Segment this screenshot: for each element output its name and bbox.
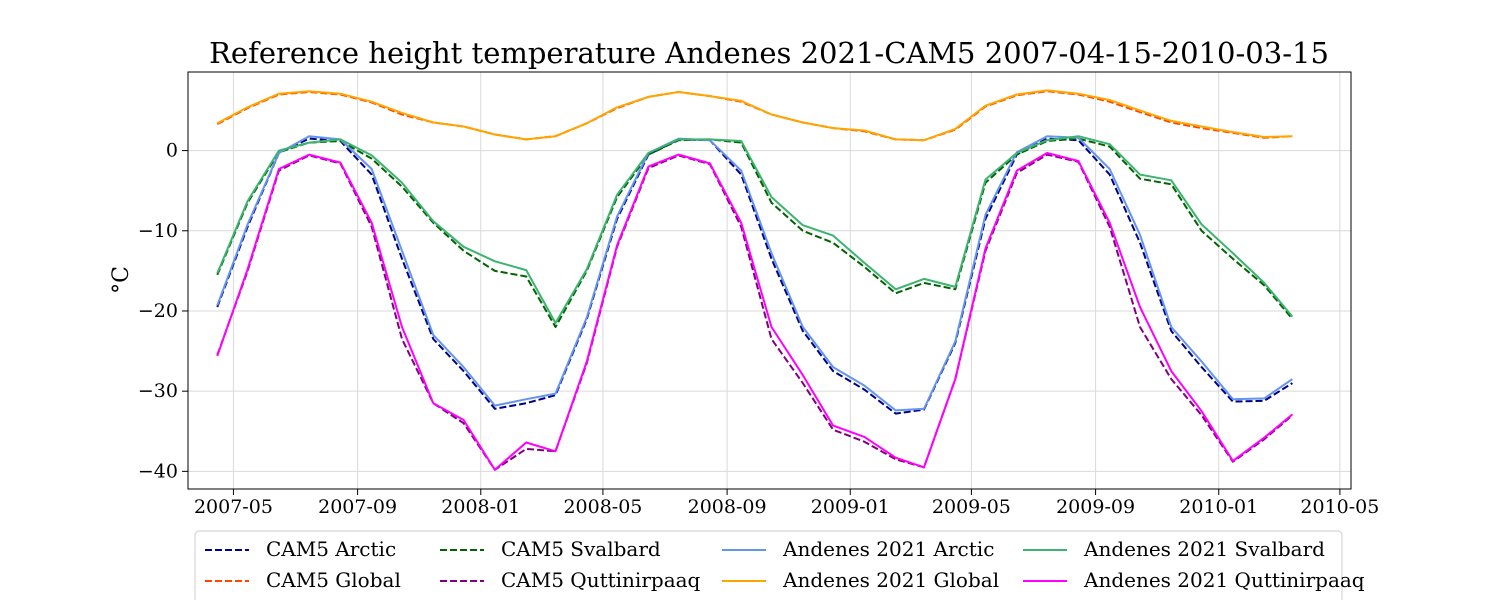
legend-label: CAM5 Global [266,568,401,592]
legend [194,530,1343,600]
x-tick-label: 2010-01 [1179,496,1258,518]
x-tick-label: 2010-05 [1300,496,1379,518]
x-tick-label: 2008-09 [688,496,767,518]
y-axis: 0 −10 −20 −30 −40 [138,140,188,482]
series-line-1 [216,90,1293,142]
series-line-3 [216,153,1294,471]
y-tick-label: −10 [138,220,178,242]
legend-label: Andenes 2021 Arctic [782,537,994,561]
legend-label: Andenes 2021 Svalbard [1083,537,1325,561]
chart-title: Reference height temperature Andenes 202… [209,36,1329,70]
legend-entries: CAM5 Arctic CAM5 Global CAM5 Svalbard CAM5 … [205,537,1365,592]
legend-label: Andenes 2021 Quttinirpaaq [1083,568,1365,592]
legend-label: CAM5 Quttinirpaaq [501,568,701,592]
y-tick-label: −20 [138,300,178,322]
series-line-2 [216,137,1294,328]
x-axis: 2007-05 2007-09 2008-01 2008-05 2008-09 2009-… [194,489,1379,518]
legend-label: CAM5 Arctic [266,537,396,561]
grid [188,72,1351,489]
series-line-7 [216,152,1294,471]
series-line-0 [216,137,1293,415]
legend-label: CAM5 Svalbard [501,537,661,561]
series-line-5 [216,89,1293,142]
x-tick-label: 2009-09 [1056,496,1135,518]
x-tick-label: 2008-05 [563,496,642,518]
plot-frame [187,71,1352,490]
legend-label: Andenes 2021 Global [782,568,999,592]
x-tick-label: 2007-05 [194,496,273,518]
series-line-4 [216,135,1293,412]
y-axis-label: °C [109,266,134,294]
plot-area [216,89,1294,471]
x-tick-label: 2009-05 [932,496,1011,518]
x-tick-label: 2007-09 [318,496,397,518]
x-tick-label: 2009-01 [811,496,890,518]
y-tick-label: −40 [138,460,178,482]
series-line-6 [216,135,1294,324]
y-tick-label: 0 [166,140,178,162]
x-tick-label: 2008-01 [441,496,520,518]
y-tick-label: −30 [138,380,178,402]
